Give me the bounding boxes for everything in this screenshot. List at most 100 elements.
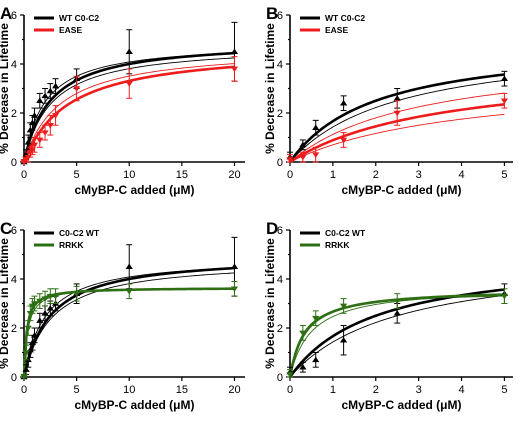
data-point (22, 366, 30, 372)
y-tick-label: 0 (11, 157, 17, 169)
data-point (36, 97, 44, 104)
y-tick-label: 2 (11, 323, 17, 335)
legend-label: WT C0-C2 (59, 13, 99, 23)
data-point (41, 310, 49, 316)
data-point (46, 122, 54, 129)
y-tick-label: 4 (11, 274, 17, 286)
data-point (30, 142, 39, 149)
data-point (500, 98, 509, 104)
data-point (312, 315, 320, 322)
data-point (312, 124, 320, 130)
data-point (20, 374, 28, 381)
data-point (36, 137, 44, 144)
data-point (46, 305, 54, 311)
data-point (340, 337, 348, 343)
panel-d: D 0 2 4 6 0 1 2 3 4 5 cMyBP-C added (μM) % Decrease … (263, 219, 513, 412)
x-tick-label: 5 (501, 169, 507, 181)
data-point (41, 296, 49, 302)
data-point (299, 141, 307, 148)
panel-letter: B (266, 4, 278, 23)
x-axis-title: cMyBP-C added (μM) (341, 183, 461, 197)
y-tick-label: 0 (11, 372, 17, 384)
data-point (22, 350, 30, 356)
data-point (500, 75, 509, 81)
y-tick-label: 6 (277, 225, 283, 237)
data-point (24, 325, 32, 332)
data-point (51, 82, 60, 89)
panel-letter: C (0, 219, 12, 238)
panel-b: B 0 2 4 6 0 1 2 3 4 5 cMyBP-C added (μM) % Decrease … (263, 4, 513, 197)
data-point (393, 110, 401, 117)
x-axis-title: cMyBP-C added (μM) (74, 398, 194, 412)
x-tick-label: 20 (228, 169, 240, 181)
panel-letter: A (0, 4, 12, 23)
data-point (73, 86, 81, 92)
x-tick-label: 5 (74, 169, 80, 181)
x-tick-label: 2 (373, 384, 379, 396)
legend-label: C0-C2 WT (59, 228, 100, 238)
x-tick-label: 10 (123, 169, 135, 181)
legend-label: EASE (325, 25, 348, 35)
legend-label: RRKK (59, 240, 84, 250)
x-tick-label: 0 (287, 169, 293, 181)
data-point (73, 291, 81, 297)
legend-label: C0-C2 WT (325, 228, 366, 238)
x-tick-label: 15 (176, 384, 188, 396)
data-point (340, 137, 348, 144)
x-axis-title: cMyBP-C added (μM) (341, 398, 461, 412)
data-point (299, 330, 307, 337)
data-point (393, 298, 401, 305)
data-point (299, 154, 307, 161)
data-point (36, 298, 44, 305)
data-point (125, 81, 133, 87)
data-point (393, 95, 401, 101)
data-point (30, 301, 39, 307)
data-point (312, 152, 320, 158)
data-point (51, 293, 60, 300)
data-point (41, 92, 49, 99)
y-tick-label: 2 (277, 323, 283, 335)
y-axis-title: % Decrease in Lifetime (0, 238, 11, 369)
data-point (230, 66, 239, 73)
y-axis-title: % Decrease in Lifetime (263, 23, 277, 154)
x-tick-label: 20 (228, 384, 240, 396)
x-tick-label: 0 (21, 384, 27, 396)
data-point (340, 99, 348, 106)
data-point (125, 48, 133, 55)
panel-letter: D (266, 219, 278, 238)
data-point (340, 303, 348, 310)
data-point (41, 130, 49, 136)
y-tick-label: 4 (277, 274, 283, 286)
data-point (30, 332, 39, 338)
x-tick-label: 5 (501, 384, 507, 396)
x-tick-label: 10 (123, 384, 135, 396)
data-point (299, 363, 307, 370)
data-point (230, 286, 239, 293)
y-tick-label: 0 (277, 372, 283, 384)
data-point (286, 372, 294, 378)
data-point (312, 356, 320, 363)
data-point (125, 263, 133, 270)
data-point (30, 112, 39, 118)
x-tick-label: 0 (287, 384, 293, 396)
x-tick-label: 4 (458, 169, 464, 181)
x-tick-label: 3 (416, 384, 422, 396)
y-tick-label: 6 (11, 10, 17, 22)
x-tick-label: 1 (330, 169, 336, 181)
y-tick-label: 6 (277, 10, 283, 22)
y-axis-title: % Decrease in Lifetime (0, 23, 11, 154)
x-tick-label: 3 (416, 169, 422, 181)
data-point (230, 48, 239, 55)
x-axis-title: cMyBP-C added (μM) (74, 183, 194, 197)
y-tick-label: 4 (277, 59, 283, 71)
panel-a: A 0 2 4 6 0 5 10 15 20 cMyBP-C added (μM) % Decreas… (0, 4, 245, 197)
x-tick-label: 4 (458, 384, 464, 396)
y-tick-label: 6 (11, 225, 17, 237)
panel-c: C 0 2 4 6 0 5 10 15 20 cMyBP-C added (μM) % Decreas… (0, 219, 245, 412)
y-tick-label: 2 (277, 108, 283, 120)
data-point (230, 263, 239, 270)
data-point (46, 293, 54, 300)
replicate-fit-curve (289, 113, 505, 163)
y-tick-label: 2 (11, 108, 17, 120)
